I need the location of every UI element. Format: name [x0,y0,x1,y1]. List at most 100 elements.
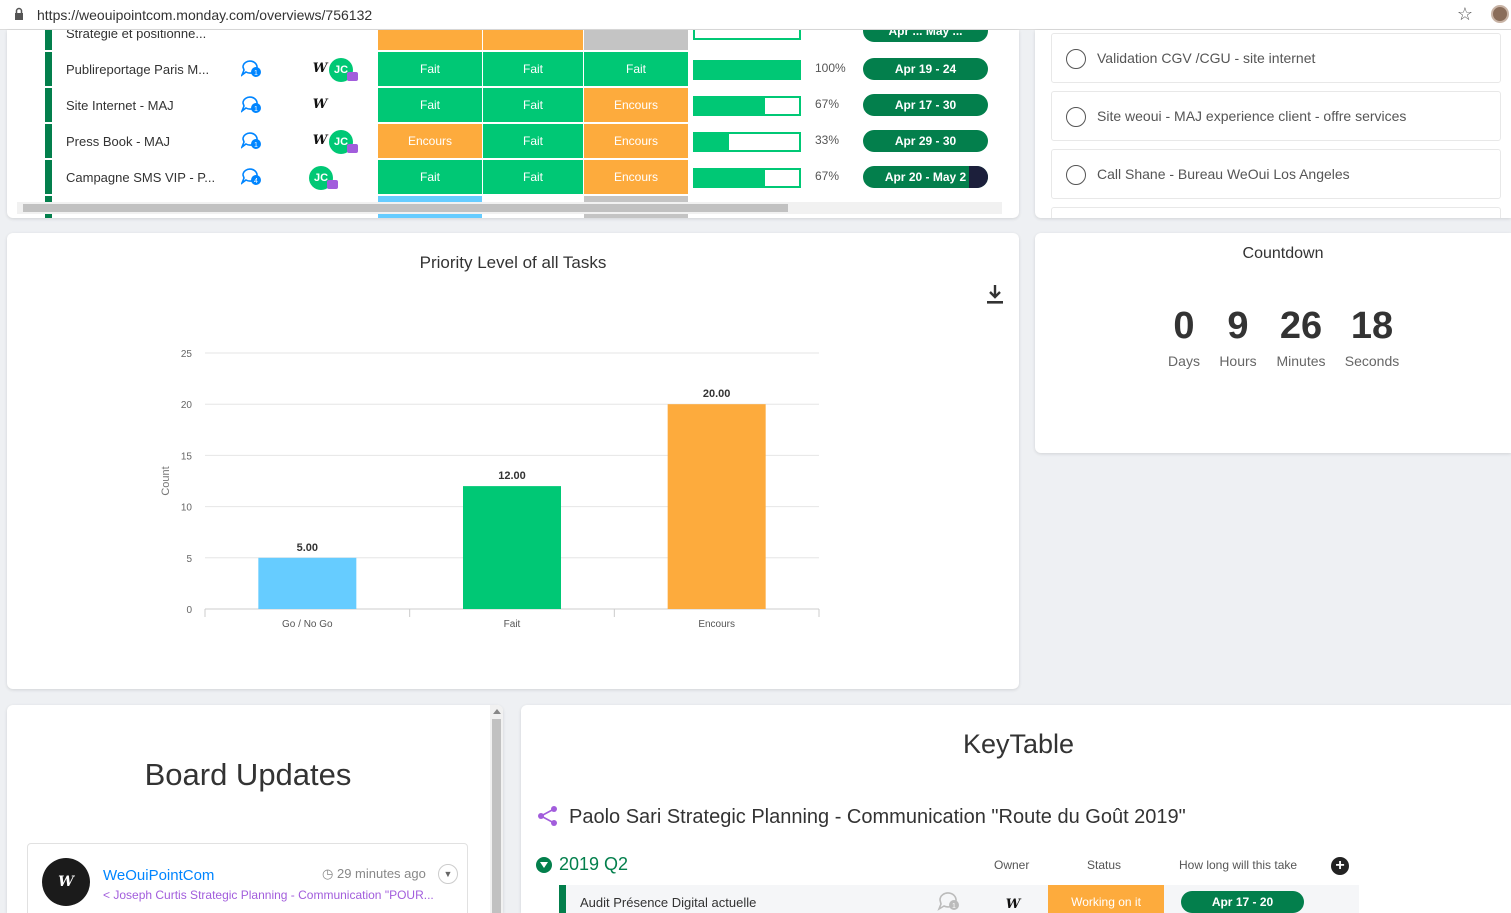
timeline-pill[interactable]: Apr ... May ... [863,30,988,42]
table-row[interactable]: Audit Présence Digital actuelle 1 W Work… [559,885,1359,913]
x-tick-label: Encours [698,619,735,630]
updates-title: Board Updates [144,757,352,792]
status-cell[interactable]: Fait [378,88,482,122]
add-column-icon[interactable]: + [1331,857,1349,875]
status-cell[interactable]: Encours [378,124,482,158]
table-row[interactable]: Campagne SMS VIP - P... 4 JC Fait Fait Encour… [45,160,1005,194]
countdown-widget: Countdown 0 Days 9 Hours 26 Minutes 18 S… [1035,233,1511,453]
update-board-text: Joseph Curtis Strategic Planning - Commu… [113,888,434,902]
checklist-item[interactable]: Call Shane - Bureau WeOui Los Angeles [1051,149,1501,199]
table-row-partial[interactable]: Stratégie et positionne... Apr ... May .… [45,30,1005,50]
chart-widget: Priority Level of all Tasks 0 5 10 15 20 25 Co… [7,233,1019,689]
status-cell[interactable]: Fait [378,52,482,86]
status-cell[interactable]: Fait [483,160,583,194]
x-tick-label: Fait [504,619,521,630]
owner-avatars[interactable]: JC [307,164,367,192]
progress-fill [695,170,765,186]
progress-bar [693,132,801,152]
checklist-item-partial[interactable] [1051,207,1501,218]
checkbox-circle-icon[interactable] [1066,165,1086,185]
vertical-scrollbar[interactable] [490,705,503,913]
status-cell[interactable]: Encours [584,160,688,194]
owner-avatar-jc: JC [329,130,353,154]
board-table-widget: Stratégie et positionne... Apr ... May .… [7,30,1019,218]
item-name[interactable]: Stratégie et positionne... [66,30,207,41]
table-row[interactable]: Press Book - MAJ 1 W JC Encours Fait Encours 33… [45,124,1005,158]
checklist-item-label: Site weoui - MAJ experience client - off… [1097,108,1407,124]
timeline-pill[interactable]: Apr 17 - 30 [863,94,988,116]
status-cell[interactable]: Encours [584,124,688,158]
countdown-seconds: 18 Seconds [1341,303,1403,369]
updates-bubble-icon[interactable]: 4 [241,167,261,185]
chevron-down-icon[interactable]: ▼ [438,864,458,884]
profile-avatar[interactable] [1491,5,1509,23]
status-cell[interactable]: Fait [483,124,583,158]
checklist-item[interactable]: Validation CGV /CGU - site internet [1051,33,1501,83]
clock-icon: ◷ [322,866,334,881]
chart-title: Priority Level of all Tasks [419,253,607,272]
y-tick-label: 20 [181,400,193,411]
timeline-pill[interactable]: Apr 17 - 20 [1181,891,1304,913]
owner-avatars[interactable]: W [307,92,367,120]
group-color-bar [45,160,52,194]
board-updates-widget: Board Updates W WeOuiPointCom ◷ 29 minut… [7,705,503,913]
status-cell[interactable]: Fait [483,88,583,122]
scroll-up-arrow-icon[interactable] [493,709,501,714]
table-row[interactable]: Site Internet - MAJ 1 W Fait Fait Encours 67% A… [45,88,1005,122]
status-cell[interactable]: Fait [584,52,688,86]
timeline-pill[interactable]: Apr 29 - 30 [863,130,988,152]
bar [667,404,766,609]
update-card[interactable]: W WeOuiPointCom ◷ 29 minutes ago ▼ < Jos… [27,843,468,913]
timeline-pill[interactable]: Apr 20 - May 2 [863,166,988,188]
table-row[interactable]: Publireportage Paris M... 1 W JC Fait Fait Fai… [45,52,1005,86]
status-cell[interactable] [584,30,688,50]
progress-bar [693,30,801,40]
owner-avatars[interactable]: W JC [307,128,367,156]
progress-bar [693,168,801,188]
status-cell[interactable]: Encours [584,88,688,122]
item-name[interactable]: Audit Présence Digital actuelle [580,895,757,910]
bar-value-label: 12.00 [498,470,526,482]
status-cell[interactable]: Fait [483,52,583,86]
timeline-pill[interactable]: Apr 19 - 24 [863,58,988,80]
status-cell[interactable]: Fait [378,160,482,194]
y-tick-label: 5 [186,554,192,565]
update-author[interactable]: WeOuiPointCom [103,867,215,884]
group-collapse-icon[interactable] [536,857,552,873]
updates-bubble-icon[interactable]: 1 [241,95,261,113]
updates-bubble-icon[interactable]: 1 [937,891,961,911]
item-name[interactable]: Site Internet - MAJ [66,98,174,113]
checkbox-circle-icon[interactable] [1066,49,1086,69]
horizontal-scrollbar[interactable] [17,202,1002,214]
weoui-logo-avatar: W [42,858,90,906]
scrollbar-thumb[interactable] [492,719,501,913]
checklist-item[interactable]: Site weoui - MAJ experience client - off… [1051,91,1501,141]
status-cell[interactable] [378,30,482,50]
item-name[interactable]: Press Book - MAJ [66,134,171,149]
update-time: ◷ 29 minutes ago [322,866,426,882]
download-icon[interactable] [985,283,1005,305]
lock-icon [15,7,23,20]
bookmark-star-icon[interactable]: ☆ [1456,4,1473,24]
y-tick-label: 15 [181,451,193,462]
scrollbar-thumb[interactable] [23,204,788,212]
column-header-owner[interactable]: Owner [994,858,1030,872]
url-text[interactable]: https://weouipointcom.monday.com/overvie… [37,7,373,23]
owner-avatars[interactable]: W JC [307,56,367,84]
item-name[interactable]: Campagne SMS VIP - P... [66,170,216,185]
minutes-value: 26 [1279,305,1323,347]
update-board-link[interactable]: < Joseph Curtis Strategic Planning - Com… [103,888,434,902]
updates-bubble-icon[interactable]: 1 [241,131,261,149]
share-icon [538,806,557,826]
updates-bubble-icon[interactable]: 1 [241,59,261,77]
checkbox-circle-icon[interactable] [1066,107,1086,127]
owner-avatar-jc: JC [309,166,333,190]
status-cell[interactable] [483,30,583,50]
group-title[interactable]: 2019 Q2 [559,854,629,874]
status-cell[interactable]: Working on it [1048,885,1164,913]
item-name[interactable]: Publireportage Paris M... [66,62,210,77]
browser-address-bar[interactable]: https://weouipointcom.monday.com/overvie… [0,0,1511,30]
column-header-timeline[interactable]: How long will this take [1179,858,1298,872]
column-header-status[interactable]: Status [1087,858,1122,872]
keytable-board-name[interactable]: Paolo Sari Strategic Planning - Communic… [569,806,1186,828]
